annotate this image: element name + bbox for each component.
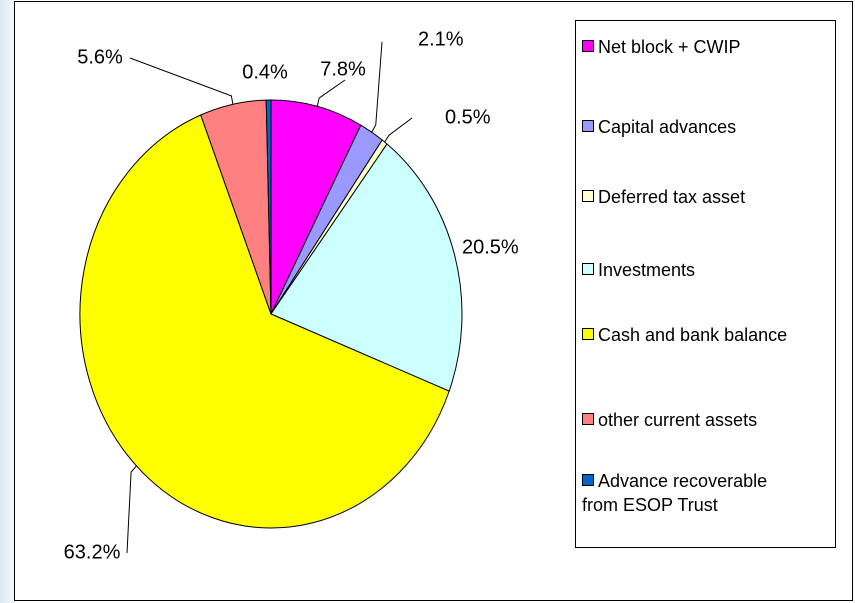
chart-frame bbox=[14, 1, 853, 601]
legend-item: Deferred tax asset bbox=[582, 185, 832, 209]
legend-swatch bbox=[582, 413, 594, 425]
legend-label: Investments bbox=[598, 260, 696, 280]
legend-swatch bbox=[582, 263, 594, 275]
pie-slice bbox=[270, 99, 362, 315]
legend-label: Capital advances bbox=[598, 117, 737, 137]
data-label: 0.4% bbox=[242, 61, 288, 83]
data-label: 0.5% bbox=[445, 106, 491, 128]
leader-line bbox=[129, 57, 234, 105]
legend-swatch bbox=[582, 40, 594, 52]
legend-label: Cash and bank balance bbox=[598, 325, 788, 345]
legend-swatch bbox=[582, 120, 594, 132]
legend-label: Advance recoverable from ESOP Trust bbox=[582, 471, 768, 515]
data-label: 2.1% bbox=[418, 28, 464, 50]
leader-line bbox=[371, 41, 383, 133]
legend-swatch bbox=[582, 328, 594, 340]
legend-label: Net block + CWIP bbox=[598, 37, 741, 57]
leader-line bbox=[384, 117, 413, 143]
legend-item: Net block + CWIP bbox=[582, 35, 832, 59]
legend-item: other current assets bbox=[582, 408, 832, 432]
legend-item: Advance recoverable from ESOP Trust bbox=[582, 469, 797, 517]
pie-slice bbox=[265, 99, 272, 315]
data-label: 7.8% bbox=[320, 58, 366, 80]
leader-line bbox=[126, 465, 137, 554]
legend-swatch bbox=[582, 474, 594, 486]
legend-item: Investments bbox=[582, 258, 832, 282]
legend-label: other current assets bbox=[598, 410, 758, 430]
side-strip bbox=[0, 0, 14, 603]
legend: Net block + CWIP Capital advances Deferred… bbox=[575, 20, 836, 548]
data-label: 20.5% bbox=[462, 236, 519, 258]
legend-label: Deferred tax asset bbox=[598, 187, 746, 207]
data-label: 5.6% bbox=[77, 46, 123, 68]
legend-swatch bbox=[582, 190, 594, 202]
data-label: 63.2% bbox=[64, 541, 121, 563]
pie-slice bbox=[270, 143, 463, 392]
legend-item: Capital advances bbox=[582, 115, 832, 139]
legend-item: Cash and bank balance bbox=[582, 323, 797, 347]
leader-line bbox=[316, 79, 346, 107]
